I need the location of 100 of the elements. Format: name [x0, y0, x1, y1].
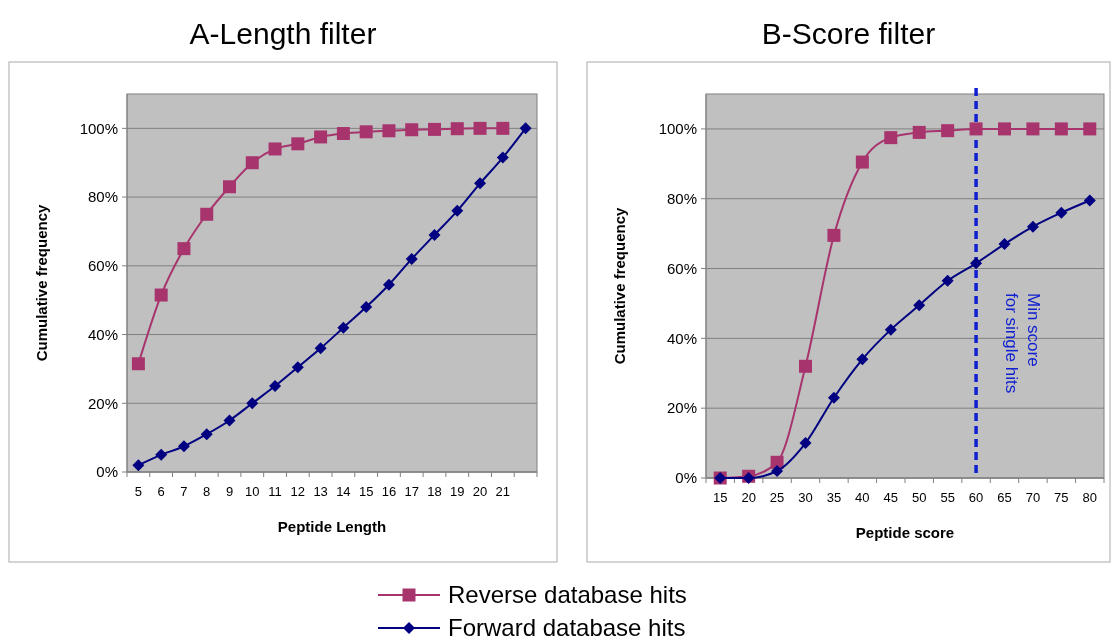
x-tick-label: 17	[404, 484, 419, 499]
x-tick-label: 18	[427, 484, 442, 499]
point	[155, 448, 168, 461]
point	[336, 127, 350, 141]
point	[131, 357, 145, 371]
point	[913, 299, 926, 312]
x-tick-label: 35	[826, 490, 842, 505]
x-tick-label: 14	[336, 484, 351, 499]
x-tick-label: 30	[798, 490, 813, 505]
x-tick-label: 9	[225, 484, 234, 499]
point	[969, 122, 983, 136]
x-tick-label: 20	[472, 484, 488, 499]
x-tick-label: 5	[134, 484, 143, 499]
point	[855, 155, 869, 169]
y-tick-label: 80%	[87, 188, 118, 206]
x-tick-label: 21	[495, 484, 511, 499]
x-tick-label: 55	[940, 490, 955, 505]
point	[884, 323, 897, 336]
legend-label: Reverse database hits	[448, 581, 687, 609]
point	[382, 278, 395, 291]
point	[451, 204, 464, 217]
x-tick-label: 25	[769, 490, 785, 505]
x-tick-label: 12	[290, 484, 306, 499]
point	[912, 125, 926, 139]
y-tick-label: 0%	[675, 469, 697, 487]
x-tick-label: 20	[741, 490, 756, 505]
point	[1054, 122, 1068, 136]
point	[246, 397, 259, 410]
y-tick-label: 60%	[87, 257, 118, 275]
point	[359, 125, 373, 139]
point	[519, 122, 532, 135]
point	[177, 242, 191, 256]
point	[1083, 194, 1096, 207]
point	[154, 288, 168, 302]
point	[827, 228, 841, 242]
point	[496, 121, 510, 135]
point	[799, 437, 812, 450]
y-tick-label: 100%	[79, 119, 118, 137]
x-tick-label: 16	[381, 484, 397, 499]
point	[1026, 220, 1039, 233]
point	[941, 124, 955, 138]
point	[428, 228, 441, 241]
ref-line-label: Min score for single hits	[1002, 292, 1044, 394]
point	[268, 142, 282, 156]
point	[245, 156, 259, 170]
point	[1083, 122, 1097, 136]
legend-label: Forward database hits	[448, 614, 686, 641]
x-tick-label: 60	[968, 490, 984, 505]
point	[496, 151, 509, 164]
y-tick-label: 100%	[658, 120, 697, 138]
y-tick-label: 20%	[666, 399, 697, 417]
point	[998, 238, 1011, 251]
point	[827, 391, 840, 404]
x-tick-label: 6	[157, 484, 165, 499]
point	[941, 274, 954, 287]
point	[291, 361, 304, 374]
y-axis-title: Cumulative frequency	[33, 203, 50, 362]
x-tick-label: 10	[245, 484, 260, 499]
point	[223, 180, 236, 194]
x-tick-label: 15	[712, 490, 728, 505]
point	[405, 252, 418, 265]
point	[474, 177, 487, 190]
point	[450, 122, 464, 136]
x-tick-label: 11	[268, 484, 282, 499]
point	[337, 321, 350, 334]
point	[223, 414, 236, 427]
x-tick-label: 13	[313, 484, 328, 499]
point	[428, 122, 441, 136]
x-tick-label: 8	[203, 484, 211, 499]
x-tick-label: 65	[997, 490, 1012, 505]
point	[314, 342, 327, 355]
y-tick-label: 40%	[666, 329, 697, 347]
point	[856, 353, 869, 366]
x-tick-label: 7	[180, 484, 188, 499]
x-tick-label: 70	[1025, 490, 1041, 505]
point	[799, 359, 812, 373]
x-tick-label: 45	[883, 490, 899, 505]
point	[314, 130, 328, 144]
point	[177, 440, 190, 453]
point	[269, 380, 282, 393]
x-tick-label: 80	[1082, 490, 1098, 505]
point	[291, 137, 305, 151]
point	[132, 459, 145, 472]
point	[998, 122, 1011, 136]
point	[382, 124, 396, 138]
point	[200, 207, 214, 221]
point	[884, 131, 898, 145]
chart-title: B-Score filter	[761, 17, 936, 50]
x-tick-label: 50	[911, 490, 927, 505]
x-axis-title: Peptide score	[855, 524, 955, 541]
y-tick-label: 40%	[87, 325, 118, 343]
point	[970, 257, 983, 270]
x-tick-label: 75	[1054, 490, 1069, 505]
x-axis-title: Peptide Length	[277, 518, 387, 535]
y-tick-label: 20%	[87, 394, 118, 412]
point	[473, 121, 487, 135]
point	[360, 301, 373, 314]
x-tick-label: 15	[358, 484, 374, 499]
y-axis-title: Cumulative frequency	[611, 206, 628, 365]
y-tick-label: 0%	[96, 463, 118, 481]
